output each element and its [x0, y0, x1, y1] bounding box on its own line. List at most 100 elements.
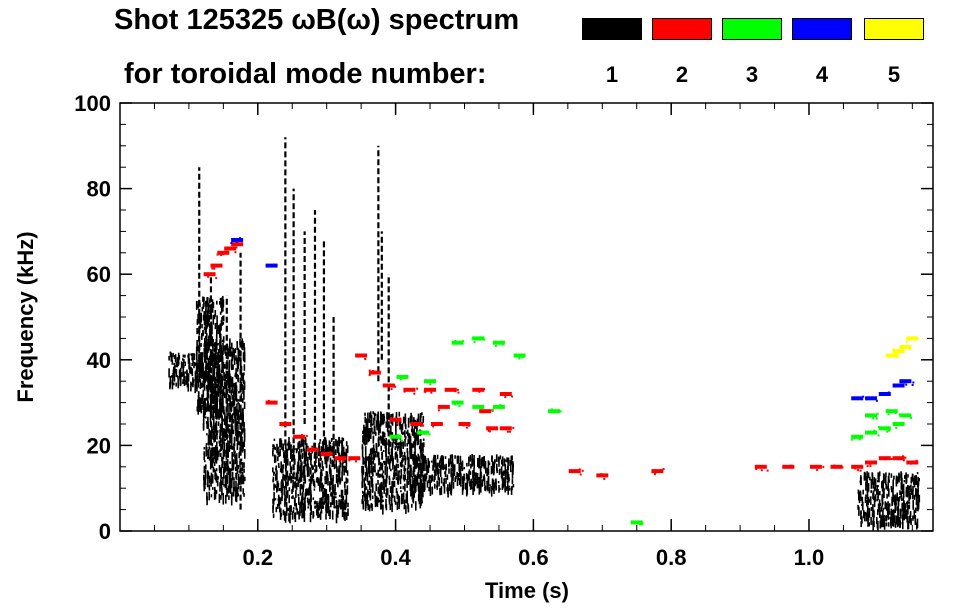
- burst-mark-3: [309, 483, 312, 491]
- burst-mark-3: [334, 489, 336, 496]
- point-speck: [272, 263, 275, 266]
- burst-mark-5: [473, 460, 475, 469]
- burst-mark-4: [361, 465, 363, 474]
- burst-mark-2: [232, 364, 234, 370]
- burst-mark-5: [440, 477, 443, 484]
- point-mark-10: [417, 430, 430, 435]
- burst-mark-2: [230, 496, 233, 506]
- burst-mark-4: [411, 503, 413, 508]
- burst-mark-2: [235, 423, 237, 431]
- burst-mark-6: [882, 507, 885, 511]
- burst-mark-4: [380, 474, 382, 478]
- burst-mark-2: [222, 428, 224, 434]
- burst-mark-2: [203, 451, 205, 461]
- burst-mark-6: [866, 500, 868, 507]
- burst-mark-4: [370, 476, 372, 480]
- burst-mark-4: [378, 485, 381, 490]
- burst-mark-1: [204, 312, 207, 316]
- burst-mark-2: [216, 433, 218, 436]
- burst-mark-1: [206, 362, 208, 370]
- burst-mark-3: [340, 499, 342, 509]
- point-speck: [789, 464, 792, 467]
- burst-mark-1: [202, 362, 204, 368]
- burst-mark-6: [888, 472, 890, 476]
- burst-mark-2: [204, 469, 207, 479]
- burst-mark-5: [444, 456, 447, 459]
- burst-mark-6: [892, 514, 894, 523]
- burst-mark-0: [171, 381, 173, 385]
- burst-mark-2: [219, 482, 221, 492]
- point-speck: [910, 417, 913, 420]
- burst-mark-2: [209, 478, 211, 484]
- burst-mark-3: [285, 465, 287, 472]
- point-speck: [900, 385, 903, 387]
- burst-mark-2: [207, 378, 209, 387]
- burst-mark-5: [426, 481, 429, 488]
- burst-mark-5: [421, 487, 424, 494]
- point-speck: [329, 451, 332, 454]
- burst-mark-0: [197, 378, 200, 388]
- burst-mark-3: [289, 512, 292, 515]
- burst-mark-4: [406, 499, 409, 505]
- burst-mark-4: [382, 460, 385, 463]
- burst-mark-6: [897, 497, 900, 506]
- burst-mark-2: [227, 412, 230, 416]
- burst-mark-2: [223, 466, 225, 472]
- burst-mark-2: [222, 349, 224, 352]
- burst-mark-1: [201, 394, 203, 405]
- burst-mark-2: [233, 436, 236, 447]
- burst-mark-4: [379, 495, 382, 505]
- burst-mark-2: [223, 436, 225, 445]
- burst-mark-4: [365, 457, 367, 464]
- burst-mark-0: [191, 368, 194, 377]
- burst-mark-2: [231, 479, 233, 488]
- point-mark-0: [231, 238, 244, 242]
- point-speck: [786, 465, 789, 468]
- burst-mark-2: [215, 390, 218, 400]
- burst-mark-2: [217, 367, 220, 371]
- legend-label-4: 4: [815, 62, 829, 87]
- burst-mark-3: [291, 457, 293, 462]
- point-speck: [521, 356, 524, 359]
- burst-mark-1: [196, 340, 198, 350]
- burst-mark-1: [216, 330, 218, 336]
- point-mark-31: [830, 464, 843, 469]
- burst-mark-5: [434, 461, 437, 468]
- burst-mark-5: [506, 457, 508, 463]
- burst-mark-6: [918, 494, 921, 503]
- series-n=2: [203, 241, 919, 480]
- burst-mark-5: [508, 485, 511, 488]
- burst-mark-6: [870, 517, 872, 525]
- burst-mark-5: [427, 479, 430, 484]
- burst-mark-5: [481, 479, 483, 486]
- burst-mark-4: [377, 469, 379, 476]
- burst-mark-3: [334, 496, 337, 499]
- burst-mark-6: [905, 494, 908, 497]
- point-speck: [216, 253, 219, 256]
- burst-mark-6: [916, 472, 919, 475]
- burst-mark-1: [201, 383, 204, 388]
- burst-mark-2: [233, 477, 235, 481]
- burst-mark-3: [335, 500, 338, 504]
- burst-mark-3: [326, 493, 328, 501]
- point-speck: [865, 430, 868, 433]
- point-mark-2: [451, 400, 464, 405]
- burst-mark-2: [222, 492, 224, 498]
- burst-mark-4: [370, 464, 373, 474]
- burst-mark-2: [216, 480, 219, 487]
- burst-mark-3: [325, 513, 327, 520]
- burst-mark-5: [508, 488, 511, 491]
- burst-mark-5: [488, 462, 491, 466]
- burst-mark-5: [487, 460, 490, 469]
- burst-mark-3: [272, 467, 274, 473]
- burst-mark-1: [214, 310, 217, 317]
- burst-mark-5: [462, 481, 464, 491]
- burst-mark-6: [892, 518, 895, 527]
- burst-mark-1: [201, 405, 203, 410]
- burst-mark-3: [288, 476, 291, 481]
- burst-mark-6: [885, 522, 888, 527]
- burst-mark-5: [493, 468, 495, 474]
- burst-mark-6: [868, 507, 871, 513]
- burst-mark-2: [221, 356, 224, 366]
- burst-mark-2: [212, 487, 214, 490]
